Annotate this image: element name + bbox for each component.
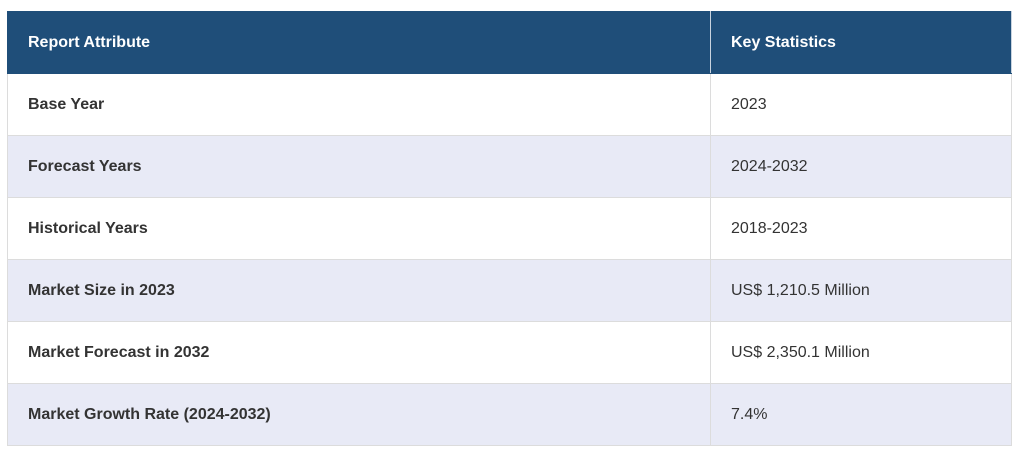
table-row: Market Forecast in 2032 US$ 2,350.1 Milli… (7, 321, 1012, 384)
statistic-cell: 2018-2023 (710, 197, 1012, 260)
header-cell: Key Statistics (710, 11, 1012, 74)
attribute-cell: Historical Years (7, 197, 711, 260)
table-row: Market Size in 2023 US$ 1,210.5 Million (7, 259, 1012, 322)
table-row: Base Year 2023 (7, 73, 1012, 136)
attribute-cell: Base Year (7, 73, 711, 136)
table-header: Report Attribute Key Statistics (7, 11, 1012, 74)
table-row: Forecast Years 2024-2032 (7, 135, 1012, 198)
header-cell: Report Attribute (7, 11, 711, 74)
statistic-cell: 2024-2032 (710, 135, 1012, 198)
header-row: Report Attribute Key Statistics (7, 11, 1012, 74)
attribute-cell: Market Growth Rate (2024-2032) (7, 383, 711, 446)
attribute-cell: Forecast Years (7, 135, 711, 198)
attribute-cell: Market Forecast in 2032 (7, 321, 711, 384)
table-body: Base Year 2023 Forecast Years 2024-2032 Hist… (7, 73, 1012, 446)
table-row: Historical Years 2018-2023 (7, 197, 1012, 260)
statistic-cell: 2023 (710, 73, 1012, 136)
statistic-cell: 7.4% (710, 383, 1012, 446)
attribute-cell: Market Size in 2023 (7, 259, 711, 322)
statistic-cell: US$ 2,350.1 Million (710, 321, 1012, 384)
table-row: Market Growth Rate (2024-2032) 7.4% (7, 383, 1012, 446)
statistic-cell: US$ 1,210.5 Million (710, 259, 1012, 322)
stats-table: Report Attribute Key Statistics Base Yea… (7, 11, 1012, 446)
